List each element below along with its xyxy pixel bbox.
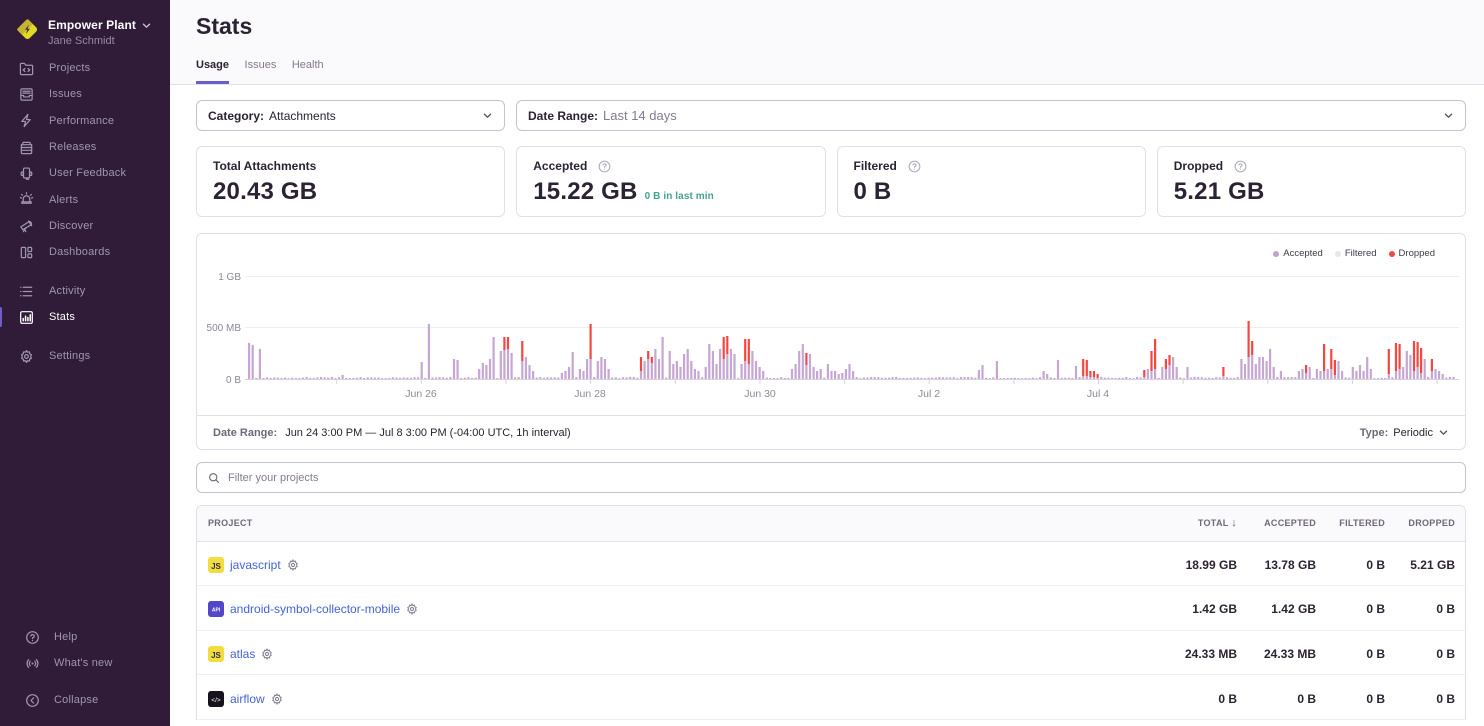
svg-text:API: API bbox=[212, 608, 221, 614]
svg-text:Jun 26: Jun 26 bbox=[405, 388, 437, 400]
svg-text:500 MB: 500 MB bbox=[207, 323, 242, 334]
svg-text:Jun 28: Jun 28 bbox=[574, 388, 606, 400]
svg-text:0 B: 0 B bbox=[226, 375, 241, 386]
svg-text:JS: JS bbox=[211, 562, 221, 571]
svg-text:1 GB: 1 GB bbox=[218, 272, 241, 283]
svg-text:JS: JS bbox=[211, 651, 221, 660]
svg-text:Jun 30: Jun 30 bbox=[744, 388, 776, 400]
svg-text:</>: </> bbox=[211, 697, 221, 704]
svg-text:Jul 2: Jul 2 bbox=[918, 388, 940, 400]
svg-text:Jul 4: Jul 4 bbox=[1087, 388, 1109, 400]
